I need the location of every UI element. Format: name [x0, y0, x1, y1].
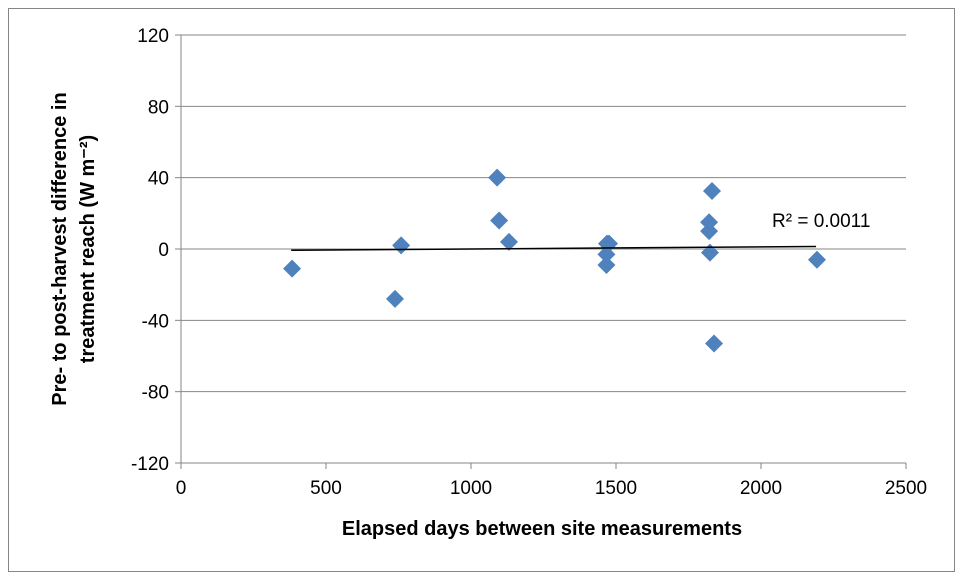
- point: [283, 259, 302, 278]
- x-tick-label: 1500: [595, 478, 637, 499]
- x-axis-title: Elapsed days between site measurements: [342, 518, 742, 540]
- point: [700, 222, 719, 241]
- trendline: [291, 245, 817, 251]
- point: [490, 211, 509, 230]
- x-tick-label: 500: [310, 478, 342, 499]
- y-tick-label: 80: [148, 97, 169, 118]
- x-tick-label: 2000: [740, 478, 782, 499]
- point: [386, 289, 405, 308]
- y-axis-title-line: Pre- to post-harvest difference in: [49, 92, 71, 405]
- x-tick-label: 1000: [450, 478, 492, 499]
- x-tick-label: 2500: [885, 478, 927, 499]
- point: [807, 250, 826, 269]
- point: [597, 256, 616, 275]
- y-tick-label: -40: [142, 311, 169, 332]
- y-tick-label: 40: [148, 169, 169, 190]
- point: [700, 243, 719, 262]
- chart-border: [8, 8, 955, 572]
- x-tick-label: 0: [176, 478, 187, 499]
- point: [499, 232, 518, 251]
- y-tick-label: -120: [131, 454, 169, 475]
- y-tick-label: 120: [137, 26, 169, 47]
- y-tick-label: 0: [158, 240, 169, 261]
- y-tick-label: -80: [142, 383, 169, 404]
- point: [488, 168, 507, 187]
- point: [702, 182, 721, 201]
- trendline-label: R² = 0.0011: [772, 211, 870, 232]
- point: [705, 334, 724, 353]
- y-axis-title-line: treatment reach (W m⁻²): [77, 135, 99, 363]
